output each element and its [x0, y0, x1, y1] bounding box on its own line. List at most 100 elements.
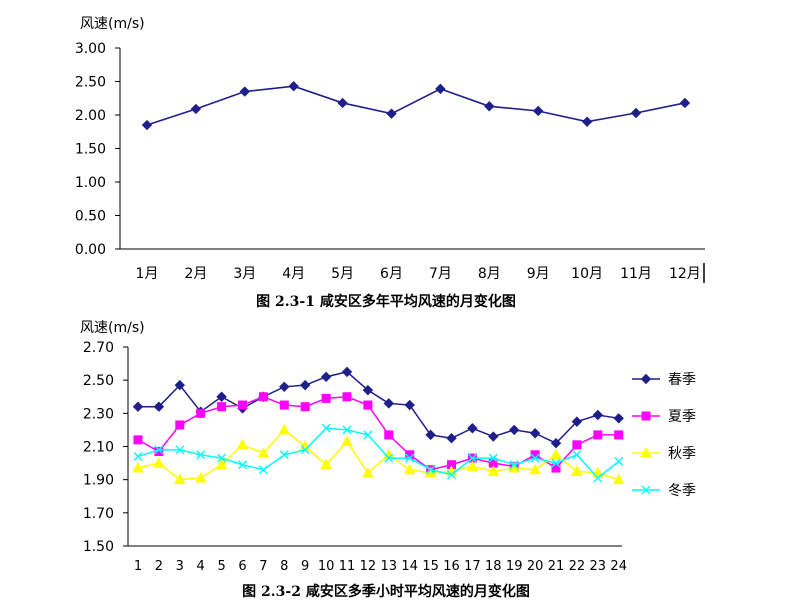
- chart1-point: [581, 116, 593, 127]
- chart2-point: [404, 399, 415, 411]
- chart2-point: [258, 392, 268, 402]
- chart1-ylabel: 风速(m/s): [80, 16, 145, 32]
- chart2-xtick-label: 12: [360, 559, 377, 574]
- chart2-point: [593, 473, 603, 483]
- chart2-series-line: [137, 395, 619, 471]
- chart1-point: [386, 108, 397, 119]
- chart2-point: [133, 435, 143, 445]
- legend-label: 冬季: [668, 483, 696, 499]
- chart2-xtick-label: 10: [318, 559, 335, 574]
- chart2-xtick-label: 5: [217, 559, 225, 574]
- chart1-point: [484, 101, 495, 112]
- legend-swatch-marker: [641, 411, 651, 421]
- legend-swatch-marker: [640, 446, 652, 458]
- chart2-point: [384, 430, 394, 440]
- chart2-point: [384, 453, 394, 463]
- chart2-point: [238, 460, 247, 470]
- chart2-xtick-label: 2: [155, 559, 163, 574]
- chart2-ytick-label: 2.10: [83, 440, 114, 456]
- chart2-xtick-label: 11: [339, 559, 356, 574]
- chart2-xtick-label: 17: [464, 559, 481, 574]
- chart2-point: [614, 430, 624, 440]
- chart2-point: [593, 430, 603, 440]
- chart2-point: [196, 450, 206, 460]
- legend-swatch-marker: [640, 373, 652, 385]
- chart2-ytick-label: 2.70: [83, 340, 114, 356]
- chart1-xtick-label: 3月: [233, 266, 256, 282]
- chart2-point: [342, 425, 352, 435]
- chart2-point: [405, 453, 415, 463]
- chart2-point: [363, 430, 373, 440]
- chart1-ytick-label: 2.50: [75, 75, 106, 91]
- chart1-xtick-label: 9月: [527, 266, 550, 282]
- chart2-point: [132, 462, 144, 473]
- chart2-point: [571, 416, 583, 427]
- chart1-ytick-label: 3.00: [75, 41, 106, 57]
- chart2-ytick-label: 1.70: [83, 506, 114, 522]
- chart2-point: [133, 451, 143, 461]
- chart2-point: [572, 450, 582, 460]
- chart2-point: [341, 435, 353, 447]
- chart2-point: [216, 391, 227, 402]
- legend-label: 夏季: [668, 409, 696, 425]
- chart2-point: [446, 433, 457, 444]
- chart2-point: [154, 445, 164, 455]
- chart2-point: [614, 456, 624, 466]
- chart1-point: [630, 107, 642, 119]
- chart1-xtick-label: 1月: [136, 266, 159, 282]
- chart2-xtick-label: 19: [506, 559, 523, 574]
- chart2-xtick-label: 18: [485, 559, 502, 574]
- chart2-point: [363, 400, 373, 410]
- chart1-point: [239, 86, 251, 97]
- chart1-point: [190, 103, 202, 115]
- chart2-ytick-label: 1.50: [83, 539, 114, 555]
- chart2-xtick-label: 3: [176, 559, 184, 574]
- chart2-point: [467, 453, 477, 463]
- chart2-point: [194, 471, 207, 483]
- chart2-series-line: [137, 427, 620, 480]
- chart1-xtick-label: 8月: [478, 266, 501, 282]
- chart2-point: [467, 423, 478, 434]
- chart2-point: [175, 445, 185, 455]
- chart2-point: [300, 402, 310, 412]
- legend-label: 秋季: [668, 446, 696, 462]
- chart2-xtick-label: 13: [381, 559, 398, 574]
- chart2-point: [403, 463, 416, 475]
- chart2-point: [196, 408, 206, 418]
- chart2-point: [529, 463, 541, 475]
- chart2-point: [238, 400, 247, 410]
- chart2-point: [362, 467, 374, 478]
- chart1-point: [337, 97, 348, 109]
- chart2-point: [174, 379, 186, 391]
- chart2-point: [550, 448, 562, 460]
- chart2-xtick-label: 9: [301, 559, 309, 574]
- legend-swatch-marker: [641, 485, 651, 495]
- chart1-point: [435, 83, 446, 95]
- chart1-ytick-label: 0.50: [75, 209, 106, 225]
- chart2-point: [530, 453, 540, 463]
- chart2-series-line: [138, 371, 619, 445]
- chart1-xtick-label: 7月: [429, 266, 452, 282]
- chart2-point: [153, 401, 165, 412]
- chart1-ytick-label: 1.50: [75, 142, 106, 158]
- chart1-point: [679, 97, 691, 109]
- chart2-series-3: [132, 423, 625, 485]
- chart2-xtick-label: 8: [280, 559, 288, 574]
- chart2-xtick-label: 7: [259, 559, 267, 574]
- chart2-series-line: [137, 428, 619, 481]
- chart2-point: [236, 438, 249, 450]
- chart2-point: [341, 366, 353, 378]
- chart2-point: [447, 470, 456, 480]
- chart1-xtick-label: 11月: [620, 266, 652, 282]
- chart2-point: [132, 401, 144, 412]
- chart2-ytick-label: 2.30: [83, 406, 114, 422]
- chart2-xtick-label: 24: [610, 559, 627, 574]
- chart2-xtick-label: 22: [569, 559, 586, 574]
- chart2-xtick-label: 20: [527, 559, 544, 574]
- chart2-ylabel: 风速(m/s): [80, 320, 145, 336]
- chart1-ytick-label: 0.00: [75, 242, 106, 258]
